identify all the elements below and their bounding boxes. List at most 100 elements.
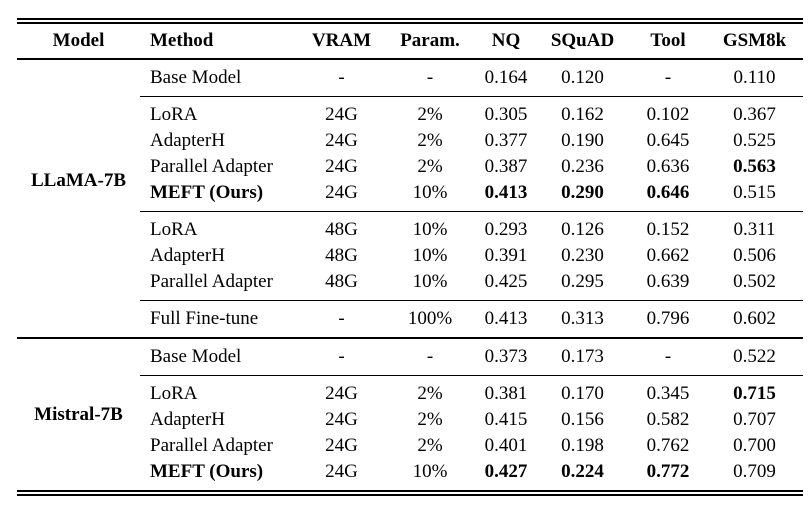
table-row: LoRA 48G 10% 0.293 0.126 0.152 0.311 — [140, 217, 803, 243]
squad-cell: 0.173 — [561, 346, 604, 367]
gsm8k-cell: 0.515 — [733, 182, 776, 203]
row-group-24g: LoRA 24G 2% 0.305 0.162 0.102 0.367 Adap… — [140, 96, 803, 211]
nq-cell: 0.377 — [484, 130, 528, 151]
table-row: LoRA 24G 2% 0.381 0.170 0.345 0.715 — [140, 381, 803, 407]
results-table: Model Method VRAM Param. NQ SQuAD Tool G… — [17, 18, 803, 496]
column-header-squad: SQuAD — [550, 30, 615, 51]
nq-cell: 0.401 — [484, 435, 528, 456]
method-cell: LoRA — [150, 383, 198, 404]
column-header-gsm8k: GSM8k — [722, 30, 787, 51]
nq-cell: 0.373 — [484, 346, 528, 367]
tool-cell: 0.345 — [646, 383, 690, 404]
tool-cell: 0.762 — [646, 435, 690, 456]
tool-cell: 0.645 — [646, 130, 690, 151]
model-cell: Mistral-7B — [17, 339, 140, 490]
table-row-meft: MEFT (Ours) 24G 10% 0.427 0.224 0.772 0.… — [140, 459, 803, 485]
gsm8k-cell: 0.110 — [733, 67, 776, 88]
param-cell: 2% — [417, 435, 443, 456]
method-cell: MEFT (Ours) — [150, 461, 264, 482]
tool-cell: 0.646 — [646, 182, 690, 203]
table-row-meft: MEFT (Ours) 24G 10% 0.413 0.290 0.646 0.… — [140, 180, 803, 206]
gsm8k-cell: 0.709 — [733, 461, 776, 482]
section-mistral-7b: Mistral-7B Base Model - - 0.373 0.173 - … — [17, 337, 803, 490]
gsm8k-cell: 0.707 — [733, 409, 776, 430]
gsm8k-cell: 0.506 — [733, 245, 776, 266]
vram-cell: - — [338, 67, 345, 88]
method-cell: Parallel Adapter — [150, 435, 273, 456]
vram-cell: - — [338, 308, 345, 329]
method-cell: AdapterH — [150, 245, 225, 266]
vram-cell: 24G — [325, 383, 358, 404]
squad-cell: 0.170 — [561, 383, 604, 404]
tool-cell: 0.772 — [646, 461, 690, 482]
vram-cell: 24G — [325, 182, 358, 203]
row-group-24g: LoRA 24G 2% 0.381 0.170 0.345 0.715 Adap… — [140, 375, 803, 490]
method-cell: Base Model — [150, 346, 242, 367]
section-llama-7b: LLaMA-7B Base Model - - 0.164 0.120 - 0.… — [17, 60, 803, 337]
nq-cell: 0.164 — [484, 67, 528, 88]
squad-cell: 0.290 — [561, 182, 604, 203]
table-row: Base Model - - 0.164 0.120 - 0.110 — [140, 65, 803, 91]
param-cell: 100% — [407, 308, 453, 329]
model-cell: LLaMA-7B — [17, 60, 140, 337]
row-group-full-finetune: Full Fine-tune - 100% 0.413 0.313 0.796 … — [140, 300, 803, 337]
bottom-rule — [17, 490, 803, 496]
table-row: AdapterH 48G 10% 0.391 0.230 0.662 0.506 — [140, 243, 803, 269]
row-group-base: Base Model - - 0.164 0.120 - 0.110 — [140, 60, 803, 96]
nq-cell: 0.387 — [484, 156, 528, 177]
nq-cell: 0.381 — [484, 383, 528, 404]
method-cell: Full Fine-tune — [150, 308, 259, 329]
param-cell: 10% — [412, 271, 448, 292]
param-cell: 10% — [412, 245, 448, 266]
method-cell: Base Model — [150, 67, 242, 88]
gsm8k-cell: 0.563 — [733, 156, 776, 177]
squad-cell: 0.224 — [561, 461, 604, 482]
vram-cell: 48G — [325, 271, 358, 292]
squad-cell: 0.295 — [561, 271, 604, 292]
vram-cell: - — [338, 346, 345, 367]
column-header-nq: NQ — [491, 30, 521, 51]
row-group-base: Base Model - - 0.373 0.173 - 0.522 — [140, 339, 803, 375]
section-body: Base Model - - 0.164 0.120 - 0.110 LoRA … — [140, 60, 803, 337]
gsm8k-cell: 0.522 — [733, 346, 776, 367]
gsm8k-cell: 0.367 — [733, 104, 776, 125]
vram-cell: 24G — [325, 461, 358, 482]
tool-cell: 0.796 — [646, 308, 690, 329]
param-cell: 2% — [417, 409, 443, 430]
section-body: Base Model - - 0.373 0.173 - 0.522 LoRA … — [140, 339, 803, 490]
table-row: Parallel Adapter 48G 10% 0.425 0.295 0.6… — [140, 269, 803, 295]
table-header-row: Model Method VRAM Param. NQ SQuAD Tool G… — [17, 24, 803, 60]
gsm8k-cell: 0.602 — [733, 308, 776, 329]
param-cell: 10% — [412, 219, 448, 240]
param-cell: - — [426, 67, 434, 88]
nq-cell: 0.413 — [484, 182, 528, 203]
column-header-vram: VRAM — [311, 30, 372, 51]
squad-cell: 0.126 — [561, 219, 604, 240]
column-header-param: Param. — [400, 30, 460, 51]
row-group-48g: LoRA 48G 10% 0.293 0.126 0.152 0.311 Ada… — [140, 211, 803, 300]
model-label: Mistral-7B — [34, 403, 123, 425]
tool-cell: 0.582 — [646, 409, 690, 430]
column-header-tool: Tool — [650, 30, 686, 51]
nq-cell: 0.391 — [484, 245, 528, 266]
model-label: LLaMA-7B — [31, 169, 126, 191]
table-row: Base Model - - 0.373 0.173 - 0.522 — [140, 344, 803, 370]
method-cell: AdapterH — [150, 130, 225, 151]
squad-cell: 0.190 — [561, 130, 604, 151]
tool-cell: 0.636 — [646, 156, 690, 177]
param-cell: 2% — [417, 104, 443, 125]
squad-cell: 0.162 — [561, 104, 604, 125]
tool-cell: 0.102 — [646, 104, 690, 125]
nq-cell: 0.293 — [484, 219, 528, 240]
vram-cell: 24G — [325, 409, 358, 430]
table-row: LoRA 24G 2% 0.305 0.162 0.102 0.367 — [140, 102, 803, 128]
method-cell: LoRA — [150, 219, 198, 240]
param-cell: 10% — [412, 182, 448, 203]
table-row: Parallel Adapter 24G 2% 0.401 0.198 0.76… — [140, 433, 803, 459]
squad-cell: 0.156 — [561, 409, 604, 430]
method-cell: Parallel Adapter — [150, 271, 273, 292]
squad-cell: 0.236 — [561, 156, 604, 177]
squad-cell: 0.120 — [561, 67, 604, 88]
nq-cell: 0.305 — [484, 104, 528, 125]
